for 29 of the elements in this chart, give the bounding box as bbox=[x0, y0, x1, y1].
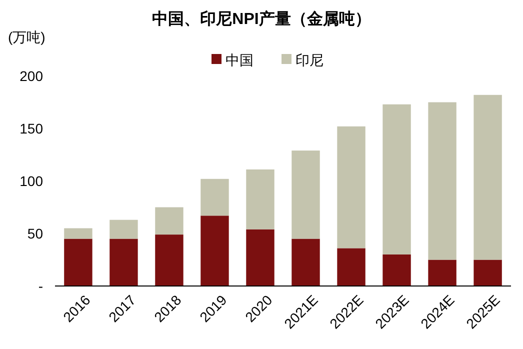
bar bbox=[110, 220, 138, 239]
bar bbox=[474, 260, 502, 286]
bar bbox=[155, 234, 184, 286]
bar bbox=[200, 178, 229, 216]
y-tick-label: - bbox=[38, 278, 44, 294]
bar bbox=[64, 238, 92, 286]
bar bbox=[474, 94, 502, 260]
y-tick-label: 50 bbox=[27, 225, 44, 242]
bar bbox=[292, 238, 320, 286]
y-tick-label: 100 bbox=[20, 172, 44, 189]
bar bbox=[428, 102, 456, 260]
chart-title: 中国、印尼NPI产量（金属吨） bbox=[152, 10, 371, 28]
bar bbox=[200, 216, 229, 286]
bar bbox=[155, 207, 184, 235]
bar bbox=[64, 228, 92, 239]
bar bbox=[337, 248, 366, 286]
legend-label: 印尼 bbox=[296, 52, 324, 68]
bar bbox=[246, 229, 274, 286]
bar bbox=[292, 150, 320, 239]
y-axis-title: (万吨) bbox=[8, 29, 46, 45]
bar bbox=[246, 169, 274, 230]
bar bbox=[428, 260, 456, 286]
bar bbox=[110, 238, 138, 286]
y-tick-label: 200 bbox=[20, 68, 44, 84]
legend-label: 中国 bbox=[226, 52, 254, 68]
bar bbox=[382, 104, 411, 254]
bar bbox=[382, 254, 411, 286]
bar bbox=[337, 126, 366, 248]
y-tick-label: 150 bbox=[20, 120, 44, 136]
